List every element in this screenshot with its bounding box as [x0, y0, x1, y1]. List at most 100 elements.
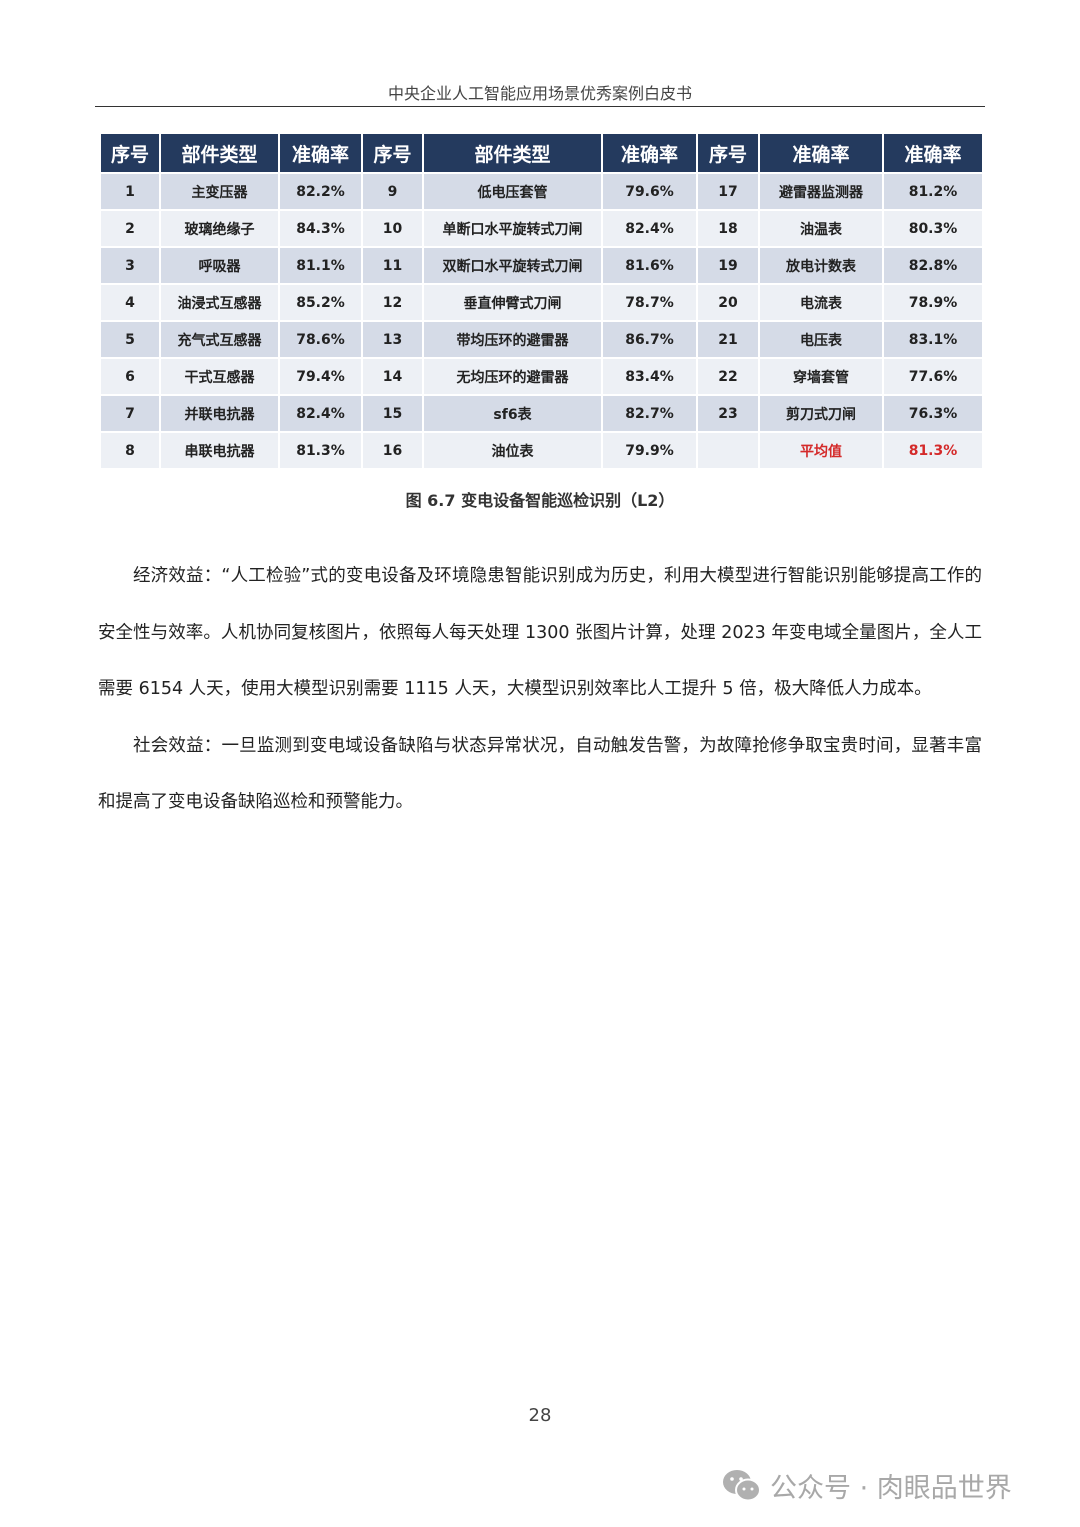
table-cell: 剪刀式刀闸 [760, 396, 882, 431]
watermark: 公众号 · 肉眼品世界 [722, 1466, 1012, 1505]
table-cell: 81.2% [884, 174, 982, 209]
table-cell: 21 [698, 322, 758, 357]
table-cell [698, 433, 758, 468]
table-cell: 充气式互感器 [161, 322, 278, 357]
table-cell: 20 [698, 285, 758, 320]
table-cell: 15 [363, 396, 422, 431]
table-cell: 垂直伸臂式刀闸 [424, 285, 601, 320]
table-cell: 19 [698, 248, 758, 283]
table-cell: 11 [363, 248, 422, 283]
table-cell: 81.6% [603, 248, 696, 283]
table-cell: 82.4% [280, 396, 361, 431]
column-header: 准确率 [603, 134, 696, 172]
table-cell: 6 [101, 359, 159, 394]
table-cell: 7 [101, 396, 159, 431]
column-header: 序号 [698, 134, 758, 172]
table-cell: 串联电抗器 [161, 433, 278, 468]
paragraph-economic: 经济效益：“人工检验”式的变电设备及环境隐患智能识别成为历史，利用大模型进行智能… [98, 566, 982, 699]
table-cell: 呼吸器 [161, 248, 278, 283]
header-divider [95, 106, 985, 107]
table-cell: 油温表 [760, 211, 882, 246]
table-cell: 避雷器监测器 [760, 174, 882, 209]
table-cell: 油浸式互感器 [161, 285, 278, 320]
column-header: 序号 [101, 134, 159, 172]
table-cell: 无均压环的避雷器 [424, 359, 601, 394]
table-cell: 79.4% [280, 359, 361, 394]
table-cell: sf6表 [424, 396, 601, 431]
table-cell: 86.7% [603, 322, 696, 357]
table-cell: 82.7% [603, 396, 696, 431]
figure-caption: 图 6.7 变电设备智能巡检识别（L2） [405, 491, 675, 510]
table-cell: 17 [698, 174, 758, 209]
table-cell: 3 [101, 248, 159, 283]
table-cell: 76.3% [884, 396, 982, 431]
table-cell: 80.3% [884, 211, 982, 246]
table-cell: 84.3% [280, 211, 361, 246]
table-cell: 22 [698, 359, 758, 394]
table-cell: 并联电抗器 [161, 396, 278, 431]
document-header: 中央企业人工智能应用场景优秀案例白皮书 [387, 84, 692, 103]
table-cell: 双断口水平旋转式刀闸 [424, 248, 601, 283]
table-cell: 12 [363, 285, 422, 320]
accuracy-table: 序号 部件类型 准确率 序号 部件类型 准确率 序号 准确率 准确率 1 主变压器 82.2% 9 低电… [99, 132, 984, 470]
table-cell: 82.4% [603, 211, 696, 246]
table-cell: 油位表 [424, 433, 601, 468]
table-cell: 13 [363, 322, 422, 357]
table-row: 2 玻璃绝缘子 84.3% 10 单断口水平旋转式刀闸 82.4% 18 油温表 80.3% [101, 211, 982, 246]
table-cell: 81.1% [280, 248, 361, 283]
column-header: 部件类型 [161, 134, 278, 172]
table-cell: 81.3% [884, 433, 982, 468]
table-cell: 干式互感器 [161, 359, 278, 394]
table-cell: 78.6% [280, 322, 361, 357]
column-header: 准确率 [280, 134, 361, 172]
table-cell: 16 [363, 433, 422, 468]
table-cell: 83.4% [603, 359, 696, 394]
table-cell: 79.9% [603, 433, 696, 468]
column-header: 准确率 [884, 134, 982, 172]
table-cell: 4 [101, 285, 159, 320]
table-cell: 85.2% [280, 285, 361, 320]
body-text: 经济效益：“人工检验”式的变电设备及环境隐患智能识别成为历史，利用大模型进行智能… [98, 548, 982, 831]
table-cell: 平均值 [760, 433, 882, 468]
table-cell: 23 [698, 396, 758, 431]
table-row: 3 呼吸器 81.1% 11 双断口水平旋转式刀闸 81.6% 19 放电计数表 82.8% [101, 248, 982, 283]
table-cell: 低电压套管 [424, 174, 601, 209]
column-header: 准确率 [760, 134, 882, 172]
table-cell: 5 [101, 322, 159, 357]
table-cell: 放电计数表 [760, 248, 882, 283]
table-header-row: 序号 部件类型 准确率 序号 部件类型 准确率 序号 准确率 准确率 [101, 134, 982, 172]
table-cell: 主变压器 [161, 174, 278, 209]
table-cell: 单断口水平旋转式刀闸 [424, 211, 601, 246]
table-cell: 78.7% [603, 285, 696, 320]
table-cell: 10 [363, 211, 422, 246]
table-cell: 1 [101, 174, 159, 209]
column-header: 序号 [363, 134, 422, 172]
table-cell: 82.2% [280, 174, 361, 209]
table-cell: 77.6% [884, 359, 982, 394]
wechat-icon [723, 1469, 761, 1501]
table-row: 6 干式互感器 79.4% 14 无均压环的避雷器 83.4% 22 穿墙套管 77.6% [101, 359, 982, 394]
table-cell: 带均压环的避雷器 [424, 322, 601, 357]
table-cell: 83.1% [884, 322, 982, 357]
table-cell: 18 [698, 211, 758, 246]
page-number: 28 [528, 1405, 552, 1426]
table-cell: 电压表 [760, 322, 882, 357]
table-row: 8 串联电抗器 81.3% 16 油位表 79.9% 平均值 81.3% [101, 433, 982, 468]
table-cell: 81.3% [280, 433, 361, 468]
table-cell: 9 [363, 174, 422, 209]
table-cell: 8 [101, 433, 159, 468]
watermark-text: 公众号 · 肉眼品世界 [770, 1473, 1012, 1504]
table-cell: 79.6% [603, 174, 696, 209]
column-header: 部件类型 [424, 134, 601, 172]
table-cell: 14 [363, 359, 422, 394]
table-row: 5 充气式互感器 78.6% 13 带均压环的避雷器 86.7% 21 电压表 83.1% [101, 322, 982, 357]
table-cell: 2 [101, 211, 159, 246]
table-cell: 玻璃绝缘子 [161, 211, 278, 246]
paragraph-social: 社会效益：一旦监测到变电域设备缺陷与状态异常状况，自动触发告警，为故障抢修争取宝… [98, 735, 982, 813]
table-row: 4 油浸式互感器 85.2% 12 垂直伸臂式刀闸 78.7% 20 电流表 78.9% [101, 285, 982, 320]
table-cell: 82.8% [884, 248, 982, 283]
table-cell: 穿墙套管 [760, 359, 882, 394]
table-cell: 电流表 [760, 285, 882, 320]
table-row: 1 主变压器 82.2% 9 低电压套管 79.6% 17 避雷器监测器 81.2% [101, 174, 982, 209]
table-row: 7 并联电抗器 82.4% 15 sf6表 82.7% 23 剪刀式刀闸 76.3% [101, 396, 982, 431]
